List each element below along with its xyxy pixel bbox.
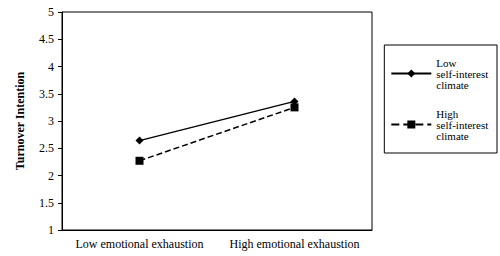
svg-text:4: 4	[48, 60, 54, 74]
svg-text:4.5: 4.5	[39, 32, 54, 46]
svg-text:self-interest: self-interest	[436, 67, 491, 80]
svg-text:2: 2	[48, 169, 54, 183]
svg-text:5: 5	[48, 5, 54, 19]
svg-text:climate: climate	[436, 130, 468, 142]
svg-text:Turnover Intention: Turnover Intention	[13, 71, 27, 170]
svg-text:2.5: 2.5	[39, 141, 54, 155]
svg-text:3: 3	[48, 114, 54, 128]
svg-text:self-interest: self-interest	[436, 118, 491, 131]
svg-text:climate: climate	[436, 79, 468, 91]
svg-text:High emotional exhaustion: High emotional exhaustion	[230, 237, 360, 251]
svg-text:1.5: 1.5	[39, 196, 54, 210]
svg-text:Low emotional exhaustion: Low emotional exhaustion	[76, 237, 204, 251]
svg-text:Low: Low	[436, 56, 460, 69]
svg-text:3.5: 3.5	[39, 87, 54, 101]
svg-text:High: High	[436, 107, 462, 120]
svg-text:1: 1	[48, 223, 54, 237]
